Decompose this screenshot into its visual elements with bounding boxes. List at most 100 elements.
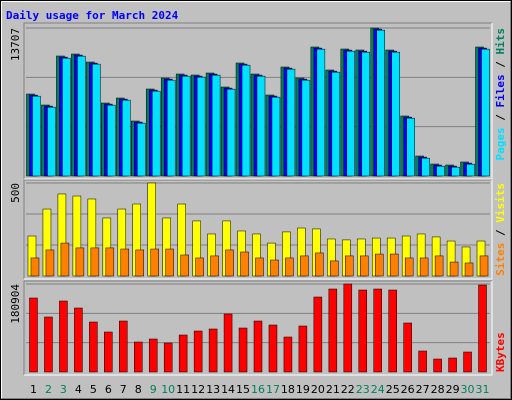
bar bbox=[451, 166, 460, 177]
bar bbox=[32, 95, 41, 177]
bar bbox=[178, 334, 188, 373]
x-tick-label: 4 bbox=[75, 383, 82, 396]
bar bbox=[89, 321, 98, 373]
bar bbox=[315, 252, 324, 277]
bar bbox=[419, 257, 429, 277]
x-tick-label: 29 bbox=[446, 383, 460, 396]
x-tick-label: 10 bbox=[161, 383, 175, 396]
bar bbox=[253, 320, 263, 373]
x-tick-label: 6 bbox=[105, 383, 112, 396]
legend-separator: / bbox=[494, 223, 507, 243]
bar bbox=[150, 248, 159, 277]
x-tick-label: 15 bbox=[236, 383, 250, 396]
panel-bevel bbox=[23, 280, 492, 375]
legend-entry: Files bbox=[494, 74, 507, 107]
bar bbox=[388, 289, 397, 373]
bar bbox=[283, 336, 293, 373]
bar bbox=[135, 249, 145, 277]
bar bbox=[104, 331, 113, 373]
legend-entry: Sites bbox=[494, 243, 507, 276]
bar bbox=[464, 262, 474, 277]
panel-bevel bbox=[24, 180, 493, 280]
x-tick-label: 11 bbox=[176, 383, 190, 396]
bar bbox=[60, 242, 70, 277]
bar bbox=[301, 79, 311, 177]
bar bbox=[120, 248, 130, 277]
bar bbox=[406, 117, 415, 177]
bar bbox=[449, 261, 459, 277]
bar bbox=[90, 247, 100, 277]
bar bbox=[285, 257, 294, 277]
bar bbox=[134, 341, 143, 373]
bar bbox=[361, 51, 371, 177]
panel-bevel bbox=[24, 281, 493, 376]
bar bbox=[389, 253, 399, 277]
x-tick-label: 26 bbox=[401, 383, 415, 396]
bar bbox=[211, 74, 221, 177]
legend-entry: KBytes bbox=[494, 332, 507, 372]
bar bbox=[268, 324, 278, 373]
y-tick-label: 500 bbox=[9, 183, 22, 203]
legend-separator: / bbox=[494, 108, 507, 128]
legend-entry: Visits bbox=[494, 183, 507, 223]
panel-bevel bbox=[23, 22, 492, 179]
bar bbox=[328, 288, 338, 373]
bar bbox=[210, 255, 219, 277]
x-tick-label: 7 bbox=[120, 383, 127, 396]
bar bbox=[59, 300, 68, 373]
bar bbox=[330, 260, 339, 277]
bar bbox=[193, 330, 203, 373]
x-tick-label: 21 bbox=[326, 383, 340, 396]
bar bbox=[137, 122, 146, 177]
bar bbox=[373, 288, 382, 373]
x-tick-label: 30 bbox=[461, 383, 475, 396]
x-tick-label: 8 bbox=[135, 383, 142, 396]
bar bbox=[77, 55, 86, 177]
x-tick-label: 19 bbox=[296, 383, 310, 396]
bar bbox=[62, 57, 71, 177]
panel-bevel bbox=[23, 179, 492, 279]
bar bbox=[331, 71, 341, 177]
x-tick-label: 1 bbox=[30, 383, 37, 396]
bar bbox=[238, 327, 248, 373]
x-tick-label: 13 bbox=[206, 383, 220, 396]
x-tick-label: 25 bbox=[386, 383, 400, 396]
legend: Sites / Visits bbox=[494, 183, 507, 276]
legend-entry: Pages bbox=[494, 127, 507, 160]
bar bbox=[391, 51, 400, 177]
x-tick-label: 14 bbox=[221, 383, 235, 396]
bar bbox=[345, 255, 354, 277]
bar bbox=[75, 247, 85, 277]
bar bbox=[374, 253, 384, 277]
x-tick-label: 31 bbox=[476, 383, 490, 396]
bar bbox=[195, 257, 204, 277]
bar bbox=[122, 99, 131, 177]
bar bbox=[463, 351, 472, 373]
x-tick-label: 2 bbox=[45, 383, 52, 396]
bar bbox=[240, 251, 249, 277]
bar bbox=[343, 283, 353, 373]
x-tick-label: 23 bbox=[356, 383, 370, 396]
bar bbox=[466, 163, 475, 177]
bar bbox=[45, 249, 55, 277]
bar bbox=[404, 257, 414, 277]
bar bbox=[241, 64, 251, 177]
x-tick-label: 9 bbox=[150, 383, 157, 396]
x-tick-label: 28 bbox=[431, 383, 445, 396]
bar bbox=[256, 75, 266, 177]
legend: KBytes bbox=[494, 332, 507, 372]
bar bbox=[403, 322, 412, 373]
legend: Pages / Files / Hits bbox=[494, 28, 507, 161]
x-tick-label: 18 bbox=[281, 383, 295, 396]
bar bbox=[105, 247, 115, 277]
bar bbox=[163, 342, 173, 373]
bar bbox=[360, 255, 369, 277]
legend-separator: / bbox=[494, 55, 507, 75]
bar bbox=[166, 79, 176, 177]
x-tick-label: 22 bbox=[341, 383, 355, 396]
bar bbox=[180, 254, 189, 277]
bar bbox=[376, 29, 385, 177]
legend-entry: Hits bbox=[494, 28, 507, 55]
